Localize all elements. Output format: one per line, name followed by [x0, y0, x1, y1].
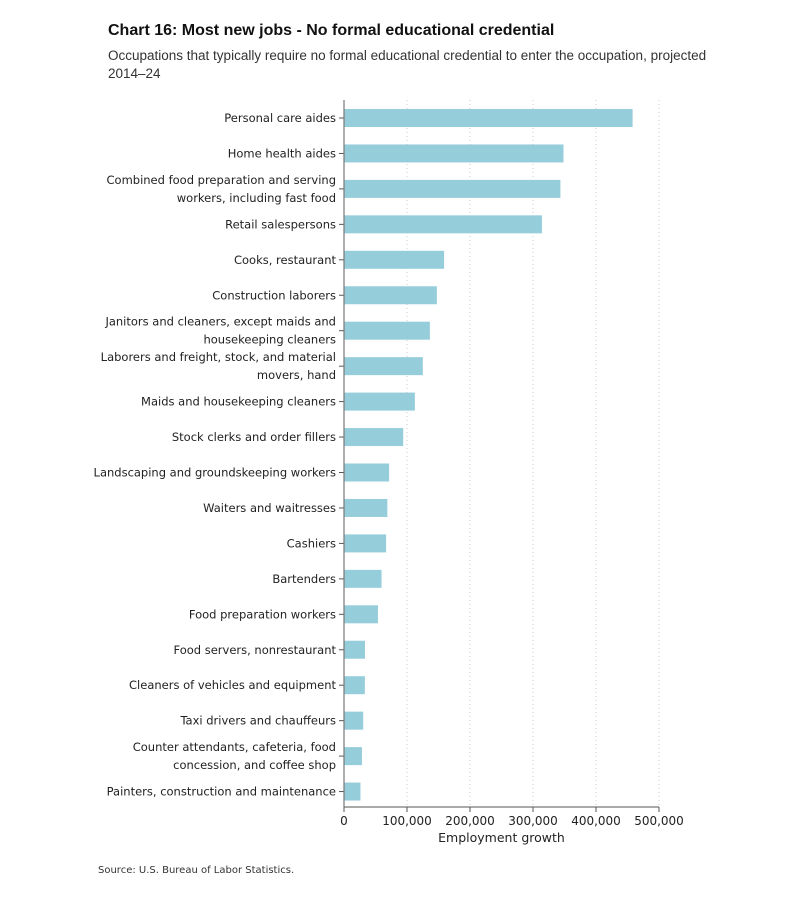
x-tick-label: 300,000 — [508, 814, 558, 828]
category-label: Laborers and freight, stock, and materia… — [101, 350, 336, 382]
bar — [344, 144, 564, 163]
category-label: Waiters and waitresses — [203, 501, 336, 515]
bar — [344, 392, 415, 411]
category-label: Janitors and cleaners, except maids and h… — [104, 315, 336, 347]
x-tick-label: 400,000 — [571, 814, 621, 828]
category-label: Construction laborers — [212, 288, 336, 302]
x-tick-label: 0 — [340, 814, 348, 828]
category-label: Counter attendants, cafeteria, food conce… — [133, 740, 336, 772]
category-label: Personal care aides — [224, 111, 336, 125]
category-labels: Personal care aides Home health aides Comb… — [94, 111, 337, 799]
bar — [344, 250, 445, 269]
x-axis-title: Employment growth — [438, 830, 565, 845]
bar — [344, 179, 561, 198]
chart-subtitle: Occupations that typically require no fo… — [108, 48, 707, 81]
category-label-line: Counter attendants, cafeteria, food — [133, 740, 336, 754]
category-label: Landscaping and groundskeeping workers — [94, 466, 336, 480]
category-label: Combined food preparation and serving wor… — [107, 173, 337, 205]
category-label-line: Combined food preparation and serving — [107, 173, 337, 187]
category-label-line: Janitors and cleaners, except maids and — [104, 315, 336, 329]
category-label: Maids and housekeeping cleaners — [141, 395, 336, 409]
category-label-line: movers, hand — [257, 368, 336, 382]
x-tick-label: 500,000 — [634, 814, 684, 828]
axes: 0 100,000 200,000 300,000 400,000 500,000 — [339, 100, 684, 828]
category-label-line: housekeeping cleaners — [203, 333, 336, 347]
bar — [344, 534, 387, 553]
bar — [344, 569, 382, 588]
category-label-line: concession, and coffee shop — [173, 758, 336, 772]
bar — [344, 747, 362, 766]
bars — [344, 109, 633, 801]
category-label-line: Laborers and freight, stock, and materia… — [101, 350, 336, 364]
bar — [344, 321, 430, 340]
bar — [344, 782, 361, 801]
category-label: Home health aides — [228, 146, 336, 160]
bar — [344, 357, 423, 376]
bar — [344, 286, 437, 305]
category-label: Taxi drivers and chauffeurs — [179, 714, 336, 728]
category-label: Cooks, restaurant — [234, 253, 337, 267]
category-label: Food servers, nonrestaurant — [173, 643, 336, 657]
category-label: Food preparation workers — [189, 607, 336, 621]
source-note: Source: U.S. Bureau of Labor Statistics. — [98, 865, 295, 876]
bar — [344, 640, 365, 659]
x-tick-label: 100,000 — [382, 814, 432, 828]
bar — [344, 676, 365, 695]
category-label-line: workers, including fast food — [177, 191, 336, 205]
bar — [344, 498, 388, 517]
bar — [344, 215, 542, 234]
bar — [344, 605, 378, 624]
category-label: Painters, construction and maintenance — [107, 785, 336, 799]
category-label: Stock clerks and order fillers — [172, 430, 336, 444]
category-label: Bartenders — [272, 572, 336, 586]
bar — [344, 109, 633, 127]
gridlines — [406, 100, 660, 807]
bar — [344, 711, 364, 730]
bar — [344, 463, 390, 482]
category-label: Retail salespersons — [225, 217, 336, 231]
bar — [344, 428, 404, 447]
category-label: Cashiers — [287, 536, 336, 550]
category-label: Cleaners of vehicles and equipment — [129, 678, 336, 692]
chart-title: Chart 16: Most new jobs - No formal educ… — [108, 22, 555, 39]
x-tick-label: 200,000 — [445, 814, 495, 828]
